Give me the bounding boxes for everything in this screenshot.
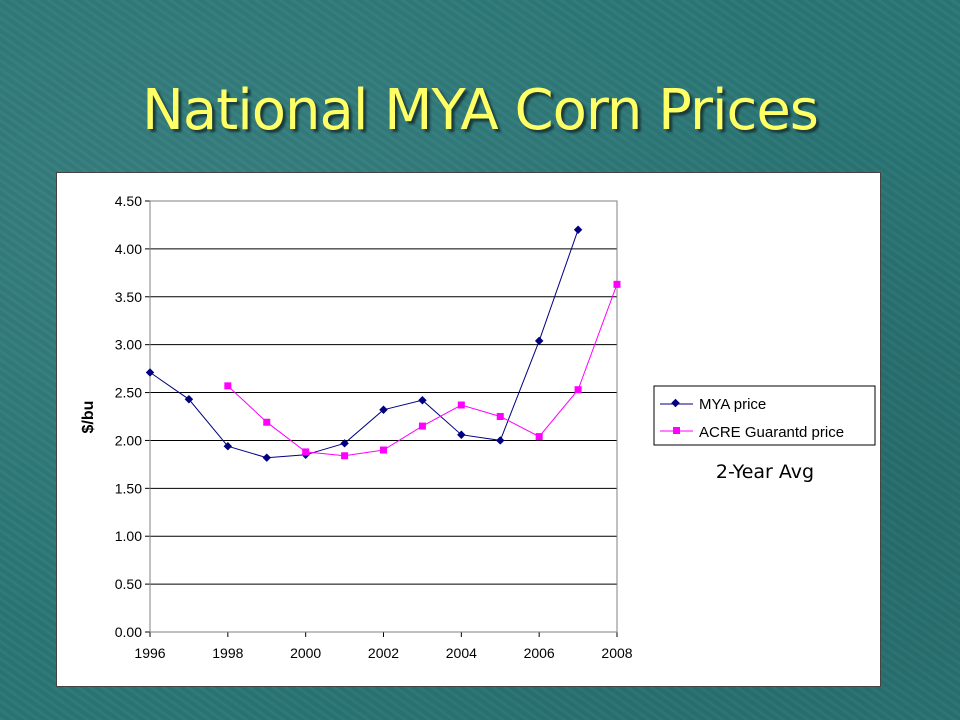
- data-point-1: [496, 413, 504, 420]
- data-point-0: [340, 439, 349, 448]
- data-point-0: [184, 395, 194, 404]
- data-point-0: [379, 405, 388, 415]
- data-point-1: [535, 433, 543, 441]
- data-point-1: [613, 280, 621, 288]
- y-tick-label: 1.00: [115, 528, 142, 544]
- y-tick-label: 4.00: [115, 241, 142, 257]
- data-point-1: [457, 401, 465, 409]
- x-tick-label: 2004: [446, 645, 477, 661]
- y-tick-label: 0.00: [115, 624, 142, 640]
- series-line-1: [227, 284, 618, 457]
- grid-lines: [145, 200, 618, 637]
- legend-marker-mya: [671, 398, 680, 408]
- data-point-1: [418, 422, 426, 430]
- x-tick-label: 1998: [212, 645, 243, 661]
- legend: MYA price ACRE Guarantd price: [653, 385, 876, 446]
- line-chart: 0.00 0.50 1.00 1.50 2.00 2.50 3.00 3.50 4.00 4.50…: [80, 193, 876, 661]
- legend-label-mya: MYA price: [699, 396, 766, 413]
- x-tick-label: 2006: [524, 645, 555, 661]
- legend-label-acre: ACRE Guarantd price: [699, 424, 844, 441]
- data-point-1: [574, 386, 582, 394]
- y-tick-label: 0.50: [115, 576, 142, 592]
- y-tick-label: 3.50: [115, 289, 142, 305]
- series-line-0: [149, 229, 579, 459]
- data-point-1: [224, 382, 232, 390]
- data-point-1: [302, 448, 310, 456]
- x-tick-label: 2002: [368, 645, 399, 661]
- y-tick-label: 1.50: [115, 480, 142, 496]
- x-tick-label: 2000: [290, 645, 321, 661]
- data-point-0: [534, 336, 544, 346]
- data-point-0: [496, 436, 505, 445]
- y-axis-label: $/bu: [80, 401, 97, 434]
- y-tick-label: 4.50: [115, 193, 142, 209]
- y-tick-label: 3.00: [115, 337, 142, 353]
- legend-marker-acre: [673, 427, 680, 434]
- x-tick-labels: 1996 1998 2000 2002 2004 2006 2008: [134, 645, 632, 661]
- annotation-2-year-avg: 2-Year Avg: [716, 461, 814, 483]
- y-tick-labels: 0.00 0.50 1.00 1.50 2.00 2.50 3.00 3.50 4.00 4.50: [115, 193, 142, 640]
- x-tick-label: 2008: [601, 645, 632, 661]
- y-tick-label: 2.00: [115, 432, 142, 448]
- data-point-0: [262, 453, 271, 462]
- legend-box: [653, 385, 876, 446]
- data-point-0: [573, 225, 583, 234]
- data-point-1: [380, 446, 387, 454]
- data-point-0: [145, 368, 155, 377]
- y-tick-label: 2.50: [115, 385, 142, 401]
- series-group: [145, 225, 621, 462]
- data-point-1: [341, 452, 349, 460]
- data-point-0: [418, 395, 427, 405]
- slide-title: National MYA Corn Prices: [142, 78, 819, 143]
- data-point-0: [457, 430, 466, 439]
- data-point-1: [263, 418, 271, 426]
- x-tick-label: 1996: [134, 645, 165, 661]
- plot-area-frame: [149, 200, 618, 633]
- data-point-0: [223, 441, 233, 451]
- chart-panel: 0.00 0.50 1.00 1.50 2.00 2.50 3.00 3.50 4.00 4.50…: [56, 172, 881, 687]
